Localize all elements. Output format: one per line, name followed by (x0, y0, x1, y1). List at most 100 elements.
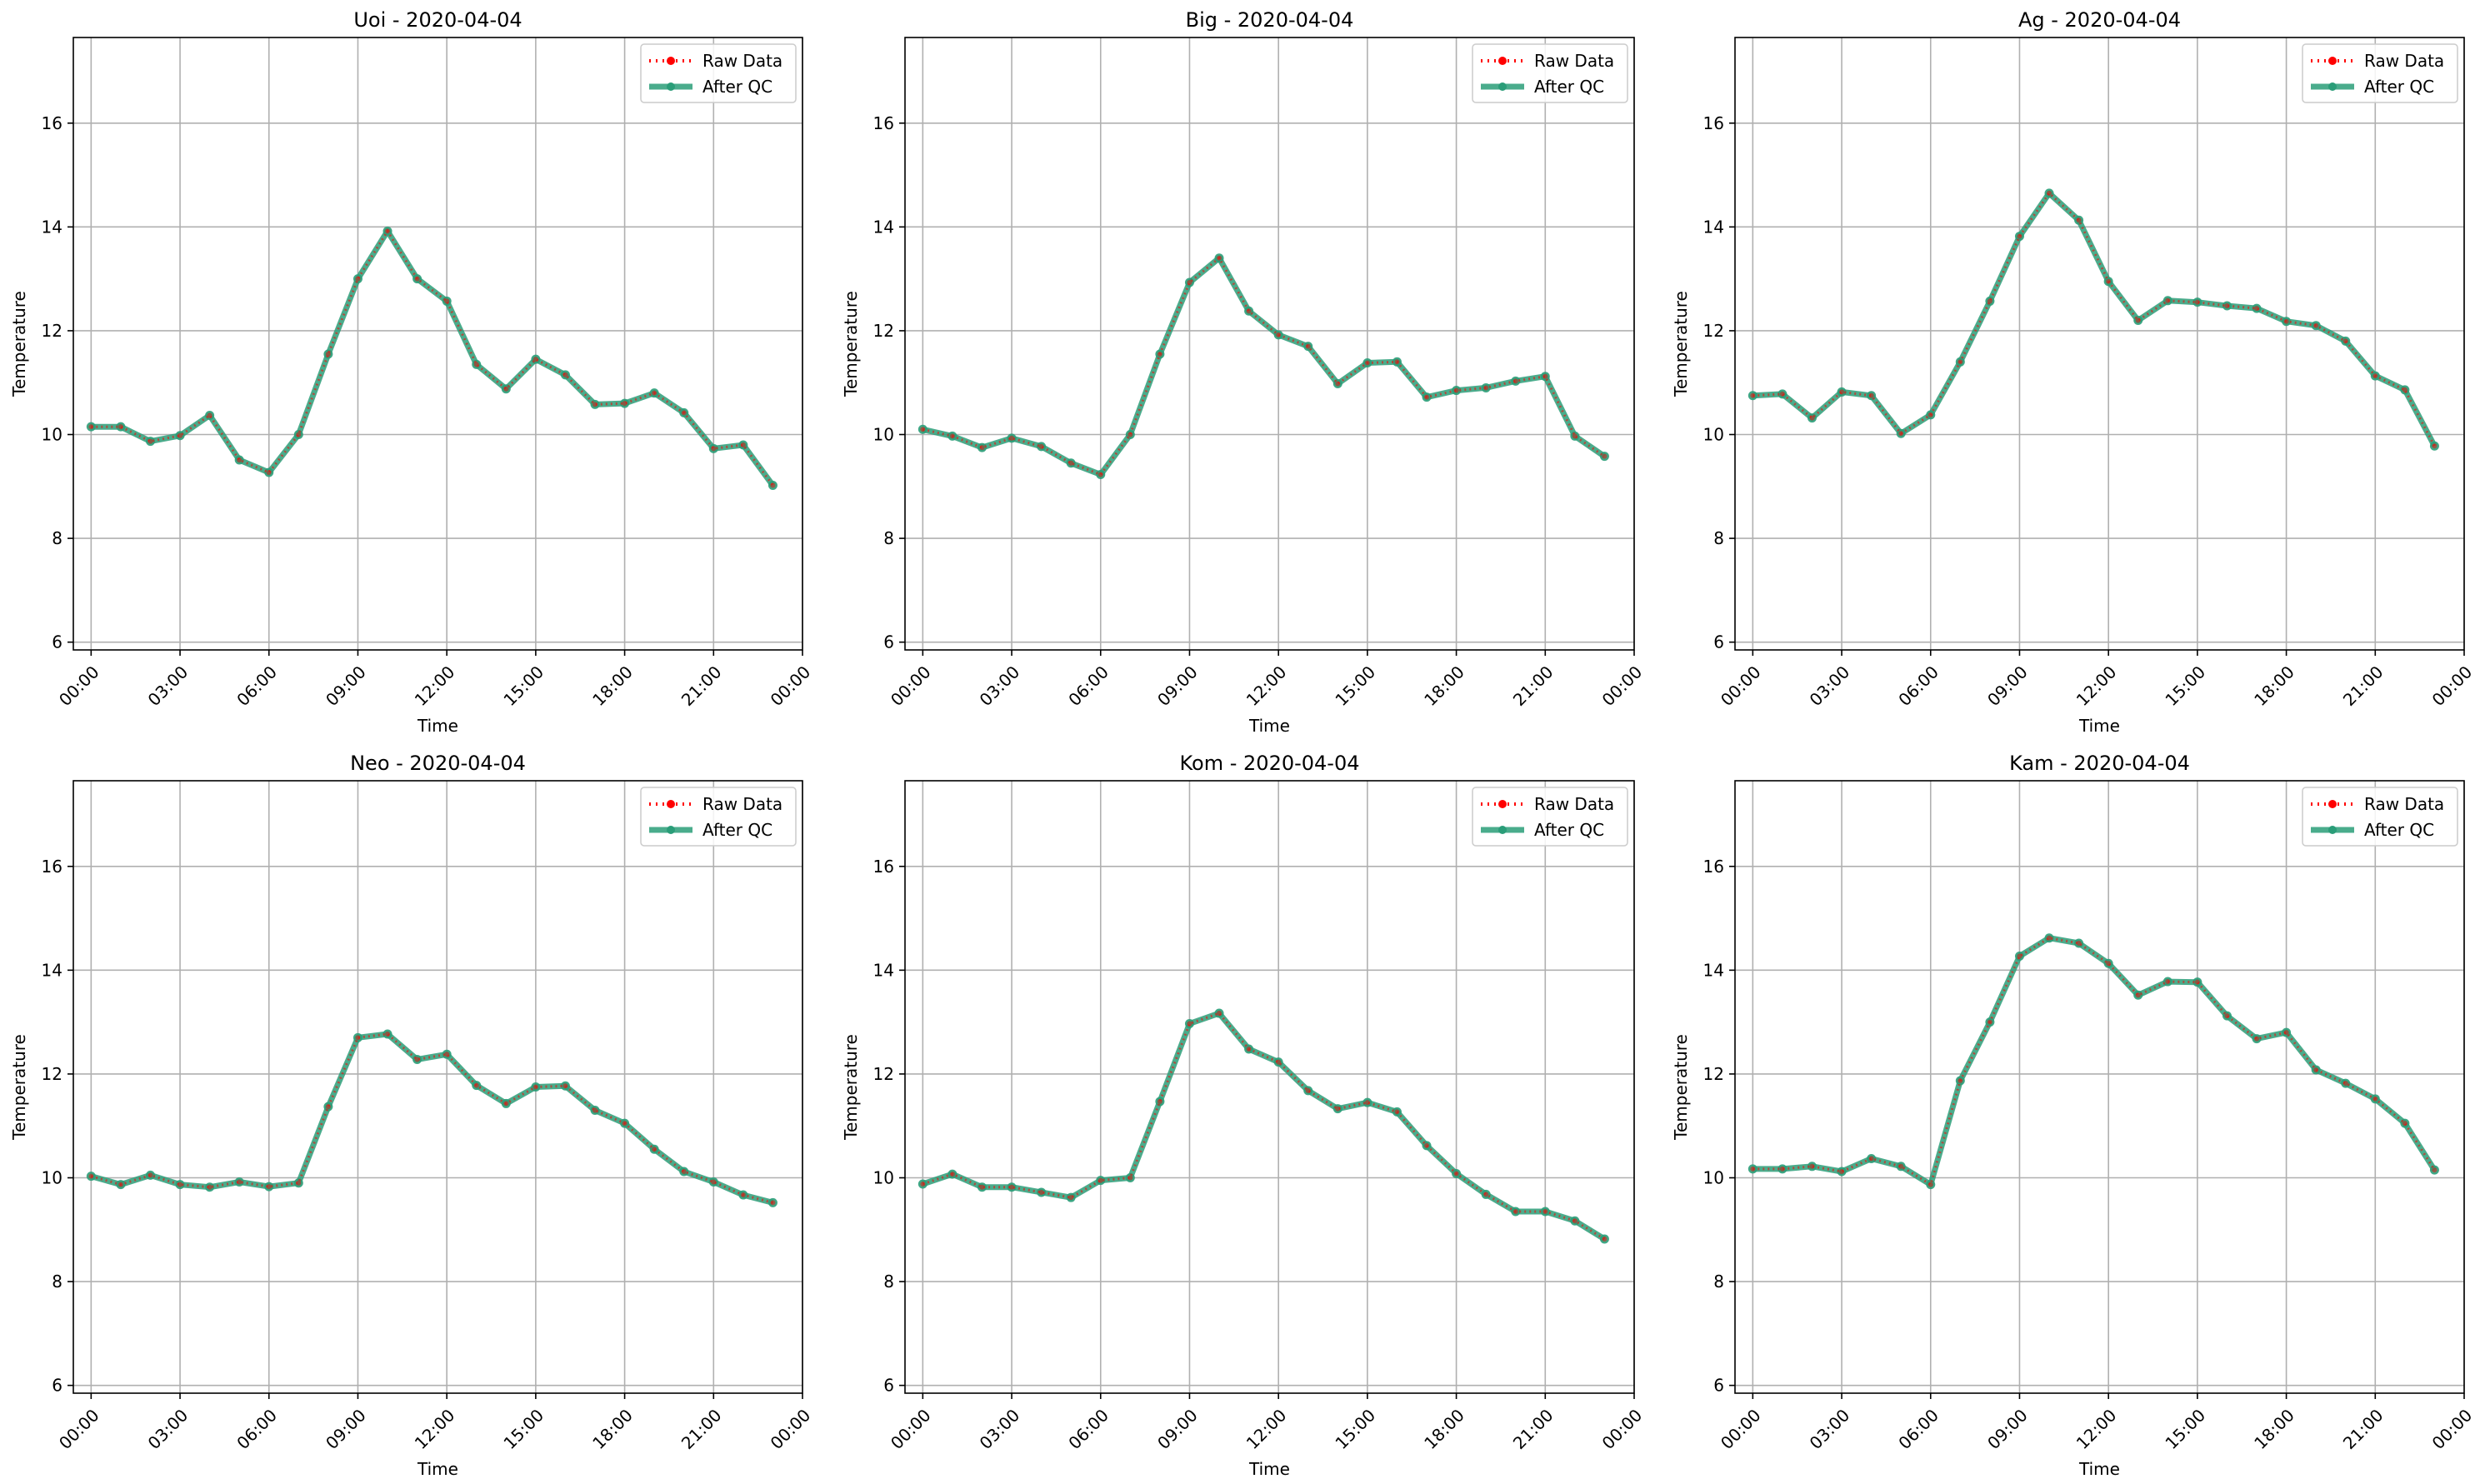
data-point-raw-data (2402, 1121, 2408, 1127)
data-point-raw-data (1987, 298, 1992, 304)
data-point-after-qc (2192, 297, 2202, 307)
y-tick-label: 8 (1713, 528, 1724, 548)
data-point-after-qc (1452, 386, 1462, 396)
data-point-raw-data (622, 401, 628, 407)
legend: Raw Data After QC (640, 43, 797, 103)
data-point-after-qc (323, 349, 333, 359)
data-point-after-qc (352, 274, 362, 284)
data-point-raw-data (1868, 392, 1874, 398)
chart-title: Ag - 2020-04-04 (2018, 8, 2181, 32)
data-point-raw-data (592, 1107, 598, 1113)
data-point-after-qc (116, 422, 126, 432)
plot-area (73, 37, 802, 650)
data-point-raw-data (1217, 255, 1222, 261)
data-point-raw-data (2283, 318, 2289, 324)
data-point-raw-data (207, 412, 212, 418)
legend-marker-raw-data (1498, 57, 1507, 65)
data-point-after-qc (1837, 387, 1847, 397)
data-point-raw-data (385, 228, 391, 234)
data-point-raw-data (118, 1182, 123, 1187)
data-point-raw-data (88, 424, 94, 430)
data-point-raw-data (325, 1104, 331, 1110)
legend-label-raw-data: Raw Data (1534, 51, 1614, 71)
data-point-raw-data (1305, 1087, 1311, 1093)
y-tick-label: 10 (1703, 425, 1724, 445)
data-point-raw-data (1483, 385, 1489, 391)
data-point-after-qc (1362, 1097, 1372, 1107)
legend-label-after-qc: After QC (1534, 820, 1604, 840)
data-point-after-qc (2252, 1034, 2262, 1044)
data-point-after-qc (293, 1178, 303, 1188)
data-point-raw-data (1572, 1218, 1578, 1224)
data-point-after-qc (1599, 1234, 1609, 1244)
plot-area (905, 37, 1634, 650)
data-point-raw-data (296, 1180, 302, 1186)
data-point-raw-data (2106, 961, 2112, 967)
subplot-4: 00:00 03:00 06:00 09:00 12:00 15:00 18:00 21:00… (9, 752, 814, 1479)
x-tick-label: 00:00 (887, 1405, 935, 1453)
y-tick-label: 10 (42, 1168, 62, 1188)
y-axis-label: Temperature (1671, 1034, 1691, 1141)
x-tick-label: 03:00 (144, 1405, 192, 1453)
data-point-raw-data (1276, 332, 1282, 337)
data-point-raw-data (355, 276, 361, 282)
legend: Raw Data After QC (2302, 43, 2458, 103)
series-line-raw-data (1752, 937, 2436, 1187)
data-point-after-qc (2014, 232, 2024, 242)
legend-marker-raw-data (2328, 800, 2337, 808)
x-tick-label: 21:00 (1509, 1405, 1558, 1453)
axes-frame (1734, 780, 2465, 1394)
data-point-raw-data (740, 1192, 746, 1198)
chart-title: Uoi - 2020-04-04 (353, 8, 522, 32)
data-point-raw-data (949, 1172, 955, 1177)
data-point-after-qc (977, 442, 987, 452)
data-point-raw-data (949, 433, 955, 439)
legend-label-after-qc: After QC (702, 820, 772, 840)
y-tick-label: 16 (1703, 857, 1724, 877)
data-point-raw-data (1157, 1098, 1162, 1104)
subplot-2: 00:00 03:00 06:00 09:00 12:00 15:00 18:00 21:00… (841, 8, 1646, 736)
data-point-raw-data (2342, 1081, 2348, 1087)
x-tick-label: 00:00 (767, 1405, 815, 1453)
data-point-raw-data (1335, 381, 1341, 387)
legend-marker-after-qc (2328, 82, 2337, 91)
data-point-after-qc (2192, 977, 2202, 987)
data-point-raw-data (2047, 190, 2052, 196)
y-tick-label: 10 (42, 425, 62, 445)
data-point-raw-data (2224, 1013, 2230, 1019)
x-axis-label: Time (417, 716, 458, 736)
data-point-raw-data (770, 482, 776, 488)
x-tick-label: 09:00 (1153, 662, 1202, 710)
series-line-raw-data (91, 228, 774, 487)
y-tick-label: 8 (883, 528, 894, 548)
data-point-raw-data (473, 1082, 479, 1088)
data-point-after-qc (2311, 1065, 2321, 1075)
axes-frame (904, 37, 1635, 651)
legend-marker-after-qc (667, 82, 675, 91)
data-point-raw-data (1009, 1184, 1015, 1190)
data-point-after-qc (1184, 1019, 1194, 1029)
y-tick-label: 14 (1703, 960, 1724, 980)
series-line-raw-data (922, 256, 1606, 477)
y-tick-label: 10 (1703, 1168, 1724, 1188)
x-tick-label: 06:00 (1064, 1405, 1112, 1453)
data-point-raw-data (740, 442, 746, 447)
data-point-raw-data (1750, 1166, 1756, 1172)
data-point-raw-data (562, 372, 568, 377)
x-tick-label: 00:00 (887, 662, 935, 710)
data-point-raw-data (1098, 472, 1103, 477)
data-point-raw-data (2224, 303, 2230, 309)
legend: Raw Data After QC (640, 787, 797, 847)
x-tick-label: 00:00 (767, 662, 815, 710)
legend: Raw Data After QC (1472, 43, 1628, 103)
data-point-raw-data (385, 1031, 391, 1037)
data-point-raw-data (681, 410, 687, 416)
axes-frame (1734, 37, 2465, 651)
data-point-raw-data (1364, 1100, 1370, 1106)
x-tick-label: 03:00 (144, 662, 192, 710)
x-axis-label: Time (1248, 716, 1290, 736)
data-point-raw-data (1602, 1237, 1608, 1242)
data-point-after-qc (264, 1182, 274, 1192)
y-tick-label: 12 (42, 1064, 62, 1084)
